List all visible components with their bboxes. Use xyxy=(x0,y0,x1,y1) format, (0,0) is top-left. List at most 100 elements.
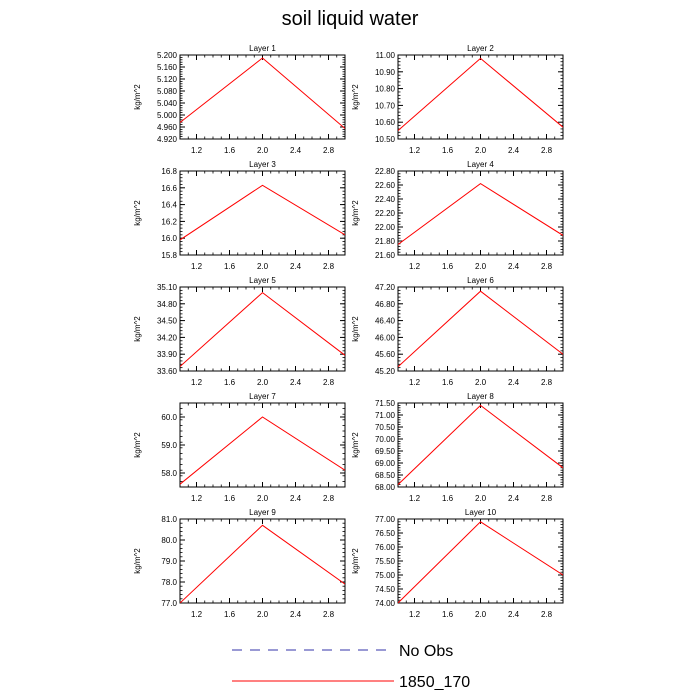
panel-9: Layer 9 1.2 1.6 2.0 2.4 2.8 77.0 78.0 79.0 80.0 81… xyxy=(133,508,346,619)
x-tick-label: 1.2 xyxy=(191,262,203,271)
y-tick-label: 46.40 xyxy=(375,317,396,326)
x-tick-label: 1.2 xyxy=(191,378,203,387)
x-tick-label: 2.0 xyxy=(257,146,269,155)
x-tick-label: 2.8 xyxy=(323,610,335,619)
x-tick-label: 1.6 xyxy=(442,494,454,503)
y-tick-label: 68.50 xyxy=(375,471,396,480)
y-tick-label: 16.6 xyxy=(161,184,177,193)
plot-frame xyxy=(179,402,346,488)
y-tick-label: 69.50 xyxy=(375,447,396,456)
y-axis-label: kg/m^2 xyxy=(351,200,360,226)
y-tick-label: 45.20 xyxy=(375,367,396,376)
y-axis-label: kg/m^2 xyxy=(351,84,360,110)
y-axis-label: kg/m^2 xyxy=(133,548,142,574)
y-tick-label: 10.50 xyxy=(375,135,396,144)
panel-10: Layer 10 1.2 1.6 2.0 2.4 2.8 74.00 74.50 75.00 75… xyxy=(351,508,564,619)
y-tick-label: 22.40 xyxy=(375,195,396,204)
y-tick-label: 70.50 xyxy=(375,423,396,432)
y-tick-label: 70.00 xyxy=(375,435,396,444)
x-tick-label: 2.4 xyxy=(290,610,302,619)
x-tick-label: 2.0 xyxy=(257,610,269,619)
y-tick-label: 10.60 xyxy=(375,118,396,127)
y-tick-label: 60.0 xyxy=(161,413,177,422)
series-line-1850-170 xyxy=(180,524,345,603)
panel-4: Layer 4 1.2 1.6 2.0 2.4 2.8 21.60 21.80 22.00 22.… xyxy=(351,160,564,271)
y-axis-label: kg/m^2 xyxy=(133,316,142,342)
plot-frame xyxy=(397,286,564,372)
y-tick-label: 5.200 xyxy=(157,51,178,60)
y-axis-label: kg/m^2 xyxy=(351,432,360,458)
x-tick-label: 1.6 xyxy=(224,146,236,155)
y-tick-label: 22.20 xyxy=(375,209,396,218)
y-tick-label: 77.00 xyxy=(375,515,396,524)
y-tick-label: 77.0 xyxy=(161,599,177,608)
x-tick-label: 2.8 xyxy=(541,494,553,503)
y-tick-label: 34.50 xyxy=(157,317,178,326)
x-tick-label: 2.8 xyxy=(541,610,553,619)
y-tick-label: 76.50 xyxy=(375,529,396,538)
y-tick-label: 16.2 xyxy=(161,217,177,226)
y-tick-label: 47.20 xyxy=(375,283,396,292)
series-line-1850-170 xyxy=(180,291,345,367)
y-tick-label: 46.00 xyxy=(375,333,396,342)
panel-title: Layer 9 xyxy=(249,508,276,517)
panel-3: Layer 3 1.2 1.6 2.0 2.4 2.8 15.8 16.0 16.2 16.4 16… xyxy=(133,160,346,271)
x-tick-label: 2.4 xyxy=(290,262,302,271)
x-tick-label: 1.6 xyxy=(442,610,454,619)
x-tick-label: 1.6 xyxy=(442,146,454,155)
x-tick-label: 1.2 xyxy=(409,610,421,619)
series-line-1850-170 xyxy=(398,57,563,131)
plot-frame xyxy=(179,170,346,256)
y-tick-label: 59.0 xyxy=(161,441,177,450)
y-tick-label: 74.00 xyxy=(375,599,396,608)
y-tick-label: 35.10 xyxy=(157,283,178,292)
x-tick-label: 2.8 xyxy=(323,262,335,271)
series-line-1850-170 xyxy=(180,416,345,485)
y-tick-label: 22.00 xyxy=(375,223,396,232)
series-line-1850-170 xyxy=(398,404,563,485)
x-tick-label: 2.4 xyxy=(508,610,520,619)
y-tick-label: 16.8 xyxy=(161,167,177,176)
y-tick-label: 4.920 xyxy=(157,135,178,144)
y-tick-label: 4.960 xyxy=(157,123,178,132)
y-tick-label: 21.60 xyxy=(375,251,396,260)
panel-title: Layer 2 xyxy=(467,44,494,53)
panel-8: Layer 8 1.2 1.6 2.0 2.4 2.8 68.00 68.50 69.00 69.… xyxy=(351,392,564,503)
series-line-1850-170 xyxy=(180,184,345,241)
panel-title: Layer 5 xyxy=(249,276,276,285)
x-tick-label: 1.2 xyxy=(191,494,203,503)
panel-title: Layer 10 xyxy=(465,508,497,517)
y-axis-label: kg/m^2 xyxy=(133,432,142,458)
y-tick-label: 33.60 xyxy=(157,367,178,376)
x-tick-label: 1.6 xyxy=(442,378,454,387)
series-line-1850-170 xyxy=(398,521,563,603)
panel-2: Layer 2 1.2 1.6 2.0 2.4 2.8 10.50 10.60 10.70 10.… xyxy=(351,44,564,155)
y-tick-label: 5.000 xyxy=(157,111,178,120)
y-tick-label: 75.00 xyxy=(375,571,396,580)
y-tick-label: 78.0 xyxy=(161,578,177,587)
x-tick-label: 2.8 xyxy=(541,146,553,155)
legend-label-1850-170: 1850_170 xyxy=(399,674,470,691)
y-tick-label: 68.00 xyxy=(375,483,396,492)
x-tick-label: 2.0 xyxy=(475,378,487,387)
x-tick-label: 2.4 xyxy=(508,262,520,271)
x-tick-label: 2.4 xyxy=(290,494,302,503)
panel-title: Layer 1 xyxy=(249,44,276,53)
legend-label-no-obs: No Obs xyxy=(399,643,453,660)
x-tick-label: 2.0 xyxy=(475,262,487,271)
plot-frame xyxy=(179,54,346,140)
y-tick-label: 34.80 xyxy=(157,300,178,309)
panel-title: Layer 6 xyxy=(467,276,494,285)
x-tick-label: 1.6 xyxy=(224,494,236,503)
y-tick-label: 10.90 xyxy=(375,68,396,77)
y-tick-label: 76.00 xyxy=(375,543,396,552)
panel-title: Layer 4 xyxy=(467,160,494,169)
y-tick-label: 10.70 xyxy=(375,101,396,110)
panel-5: Layer 5 1.2 1.6 2.0 2.4 2.8 33.60 33.90 34.20 34.… xyxy=(133,276,346,387)
y-tick-label: 71.00 xyxy=(375,411,396,420)
y-axis-label: kg/m^2 xyxy=(133,84,142,110)
y-tick-label: 5.080 xyxy=(157,87,178,96)
y-axis-label: kg/m^2 xyxy=(133,200,142,226)
y-tick-label: 74.50 xyxy=(375,585,396,594)
series-line-1850-170 xyxy=(180,57,345,129)
